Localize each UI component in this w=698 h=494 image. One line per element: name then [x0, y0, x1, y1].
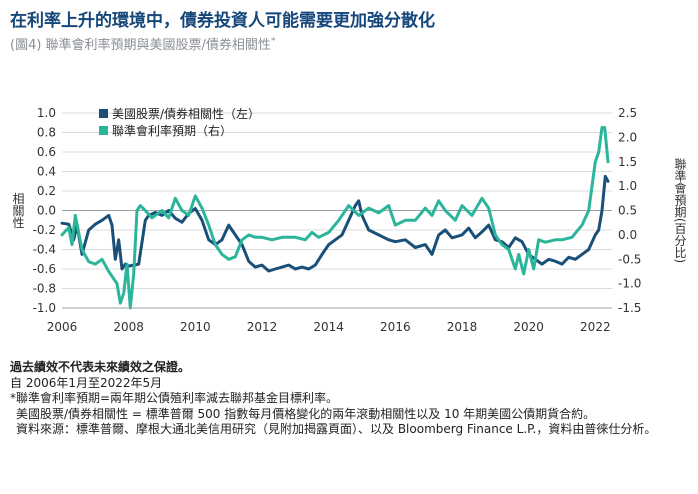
left-tick-label: 0.0	[37, 204, 56, 218]
left-axis-title: 相關性	[11, 192, 25, 229]
right-tick-label: 2.0	[618, 130, 637, 144]
left-tick-label: 1.0	[37, 106, 56, 120]
left-tick-label: -0.2	[33, 223, 56, 237]
right-tick-label: -1.0	[618, 277, 641, 291]
page-title: 在利率上升的環境中，債券投資人可能需要更加強分散化	[10, 11, 435, 31]
fed-expectation-series-line	[60, 126, 610, 310]
period-text: 自 2006年1月至2022年5月	[10, 375, 163, 390]
chart-notes: 過去績效不代表未來績效之保證。 自 2006年1月至2022年5月 *聯準會利率…	[10, 360, 690, 438]
x-tick-label: 2010	[180, 320, 211, 334]
correlation-series-line	[60, 174, 610, 273]
disclaimer-text: 過去績效不代表未來績效之保證。	[10, 360, 191, 374]
series-lines	[60, 126, 610, 310]
left-tick-label: 0.4	[37, 165, 56, 179]
legend-label-correlation: 美國股票/債券相關性（左）	[112, 106, 260, 121]
left-tick-label: 0.6	[37, 145, 56, 159]
left-axis-title-text: 相關性	[11, 192, 25, 229]
x-tick-label: 2014	[313, 320, 344, 334]
right-tick-label: 1.5	[618, 155, 637, 169]
right-tick-label: 1.0	[618, 179, 637, 193]
legend-swatch-correlation	[99, 109, 108, 118]
x-tick-label: 2012	[247, 320, 278, 334]
chart-subtitle: (圖4) 聯準會利率預期與美國股票/債券相關性*	[10, 34, 275, 53]
x-tick-label: 2008	[113, 320, 144, 334]
x-tick-label: 2018	[447, 320, 478, 334]
right-axis-title-text: 聯準會預期(百分比)	[673, 157, 687, 263]
left-tick-label: 0.8	[37, 126, 56, 140]
axes: 1.0 0.8 0.6 0.4 0.2 0.0 -0.2 -0.4 -0.6 -0.8 -1.0 2.…	[11, 106, 687, 334]
legend-swatch-fed	[99, 126, 108, 135]
right-tick-label: 0.0	[618, 228, 637, 242]
left-tick-label: -0.6	[33, 262, 56, 276]
correlation-chart: 1.0 0.8 0.6 0.4 0.2 0.0 -0.2 -0.4 -0.6 -0.8 -1.0 2.…	[11, 106, 687, 334]
right-tick-label: 2.5	[618, 106, 637, 120]
left-tick-label: 0.2	[37, 184, 56, 198]
footnote-text: *聯準會利率預期=兩年期公債殖利率減去聯邦基金目標利率。	[10, 391, 339, 405]
x-tick-label: 2006	[47, 320, 78, 334]
source-text: 資料來源：標準普爾、摩根大通北美信用研究（見附加揭露頁面）、以及 Bloombe…	[16, 422, 657, 436]
subtitle-footnote-mark: *	[270, 36, 276, 47]
legend-label-fed: 聯準會利率預期（右）	[112, 123, 232, 138]
definition-text: 美國股票/債券相關性 = 標準普爾 500 指數每月價格變化的兩年滾動相關性以及…	[16, 406, 596, 421]
left-tick-label: -0.4	[33, 243, 56, 257]
left-tick-label: -0.8	[33, 282, 56, 296]
x-tick-label: 2022	[580, 320, 611, 334]
right-axis-title: 聯準會預期(百分比)	[673, 157, 687, 263]
left-tick-label: -1.0	[33, 301, 56, 315]
x-tick-label: 2020	[513, 320, 544, 334]
right-tick-label: -0.5	[618, 252, 641, 266]
legend: 美國股票/債券相關性（左） 聯準會利率預期（右）	[99, 106, 260, 138]
right-tick-label: -1.5	[618, 301, 641, 315]
right-tick-label: 0.5	[618, 204, 637, 218]
x-tick-label: 2016	[380, 320, 411, 334]
subtitle-text: (圖4) 聯準會利率預期與美國股票/債券相關性	[10, 38, 271, 53]
